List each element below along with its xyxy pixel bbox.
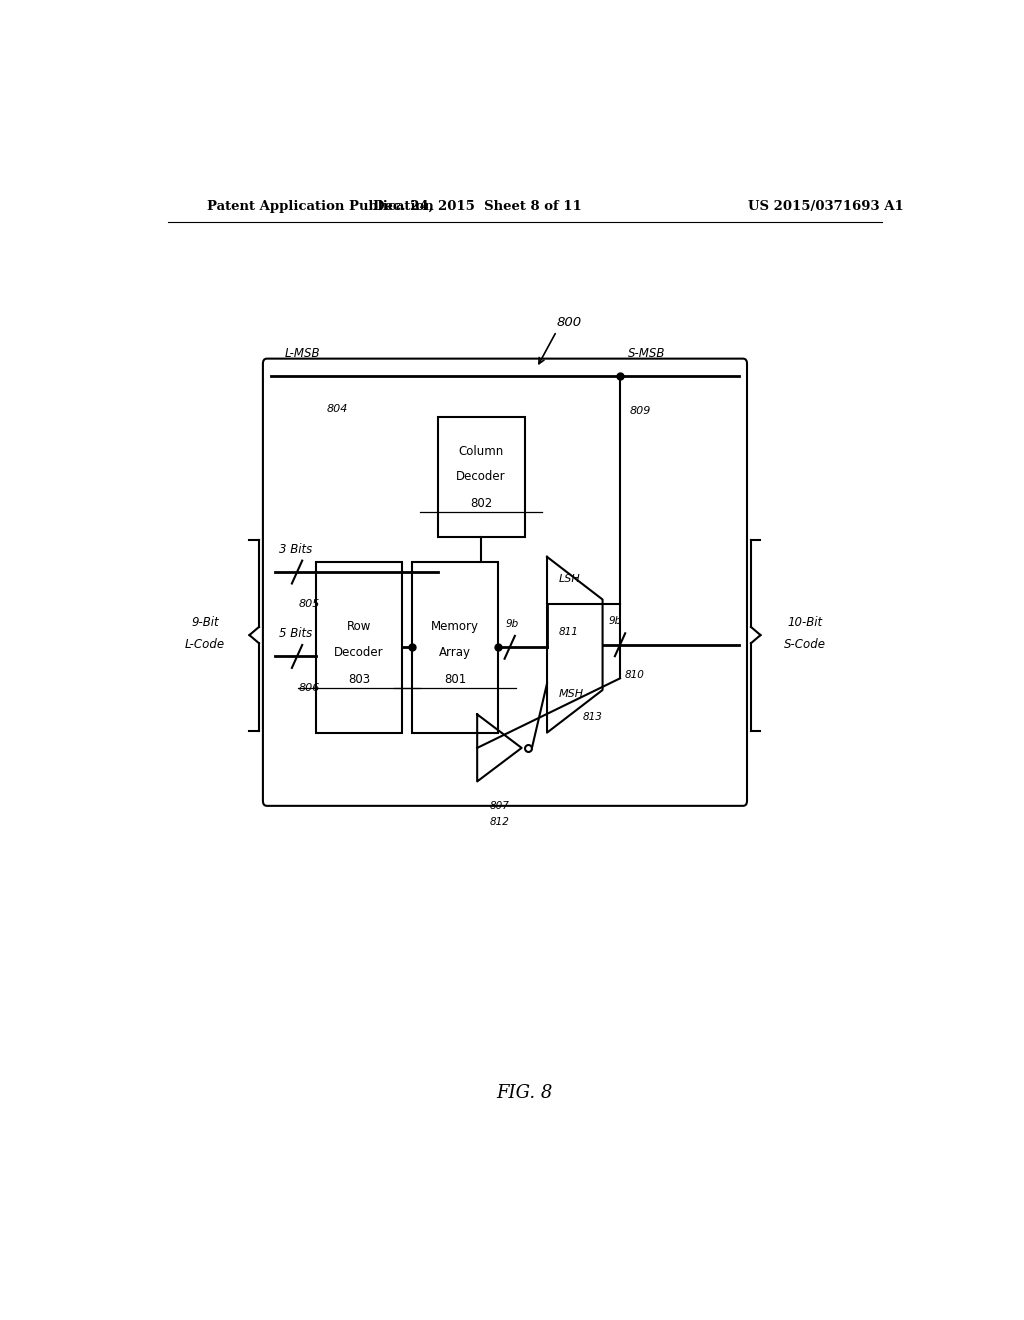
- Text: Decoder: Decoder: [457, 470, 506, 483]
- Text: 10-Bit: 10-Bit: [787, 616, 822, 630]
- Text: S-Code: S-Code: [784, 638, 826, 651]
- Text: S-MSB: S-MSB: [628, 347, 666, 359]
- Text: MSH: MSH: [559, 689, 584, 698]
- Bar: [412, 562, 498, 733]
- Text: 9b: 9b: [609, 616, 623, 627]
- Text: Column: Column: [459, 445, 504, 458]
- Text: 9b: 9b: [506, 619, 519, 630]
- Text: 803: 803: [348, 673, 370, 686]
- Text: Row: Row: [347, 620, 371, 634]
- Text: Patent Application Publication: Patent Application Publication: [207, 199, 434, 213]
- Text: Memory: Memory: [431, 620, 479, 634]
- Text: 800: 800: [557, 317, 582, 329]
- Text: L-Code: L-Code: [185, 638, 225, 651]
- Text: 805: 805: [299, 598, 319, 609]
- Text: 806: 806: [299, 682, 319, 693]
- Text: 9-Bit: 9-Bit: [191, 616, 219, 630]
- Text: 811: 811: [559, 627, 579, 636]
- Text: 810: 810: [625, 671, 645, 680]
- Text: 804: 804: [327, 404, 348, 414]
- Bar: [316, 562, 401, 733]
- Text: LSH: LSH: [559, 574, 581, 583]
- Text: 813: 813: [583, 711, 602, 722]
- Text: Decoder: Decoder: [334, 645, 384, 659]
- Text: 5 Bits: 5 Bits: [279, 627, 312, 640]
- Bar: [437, 417, 524, 536]
- Text: 3 Bits: 3 Bits: [279, 543, 312, 556]
- Text: 801: 801: [443, 673, 466, 686]
- Text: 812: 812: [489, 817, 509, 828]
- Text: US 2015/0371693 A1: US 2015/0371693 A1: [749, 199, 904, 213]
- Text: FIG. 8: FIG. 8: [497, 1085, 553, 1102]
- Text: L-MSB: L-MSB: [285, 347, 319, 359]
- Text: Dec. 24, 2015  Sheet 8 of 11: Dec. 24, 2015 Sheet 8 of 11: [373, 199, 582, 213]
- Text: 807: 807: [489, 801, 509, 810]
- Text: 809: 809: [630, 407, 651, 416]
- Text: Array: Array: [439, 645, 471, 659]
- Text: 802: 802: [470, 498, 493, 511]
